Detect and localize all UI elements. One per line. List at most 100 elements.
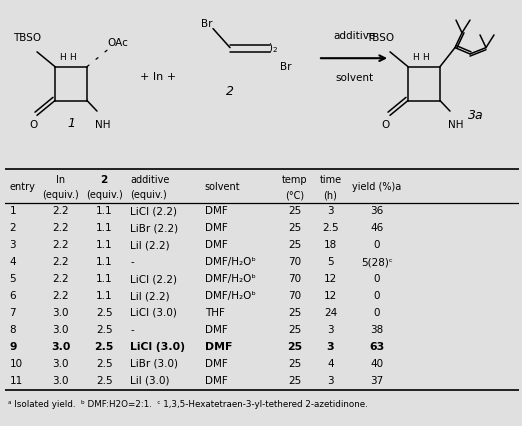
Text: DMF: DMF: [205, 359, 228, 369]
Text: 1.1: 1.1: [96, 274, 113, 284]
Text: + In +: + In +: [140, 72, 176, 82]
Text: 2: 2: [101, 175, 108, 184]
Text: 46: 46: [370, 223, 383, 233]
Text: 2.5: 2.5: [322, 223, 339, 233]
Text: 9: 9: [9, 342, 17, 352]
Text: solvent: solvent: [205, 182, 240, 193]
Text: 3: 3: [9, 240, 16, 250]
Text: 63: 63: [369, 342, 384, 352]
Text: LiBr (3.0): LiBr (3.0): [130, 359, 178, 369]
Text: 1.1: 1.1: [96, 206, 113, 216]
Text: 2.2: 2.2: [52, 240, 69, 250]
Text: DMF: DMF: [205, 325, 228, 335]
Text: LiCl (3.0): LiCl (3.0): [130, 342, 185, 352]
Text: 3: 3: [327, 342, 334, 352]
Text: 37: 37: [370, 376, 383, 386]
Text: 24: 24: [324, 308, 337, 318]
Text: H: H: [412, 53, 419, 63]
Text: ᵃ Isolated yield.  ᵇ DMF:H2O=2:1.  ᶜ 1,3,5-Hexatetraen-3-yl-tethered 2-azetidino: ᵃ Isolated yield. ᵇ DMF:H2O=2:1. ᶜ 1,3,5…: [8, 400, 367, 409]
Text: H: H: [422, 53, 429, 63]
Text: 2.2: 2.2: [52, 223, 69, 233]
Text: 25: 25: [288, 206, 301, 216]
Text: (°C): (°C): [285, 190, 304, 200]
Text: 25: 25: [287, 342, 302, 352]
Text: 10: 10: [9, 359, 22, 369]
Text: DMF: DMF: [205, 342, 232, 352]
Text: 3.0: 3.0: [52, 325, 69, 335]
Text: 3.0: 3.0: [52, 359, 69, 369]
Text: LiI (2.2): LiI (2.2): [130, 240, 170, 250]
Text: 3a: 3a: [468, 109, 483, 122]
Text: 5: 5: [327, 257, 334, 267]
Text: time: time: [319, 175, 341, 184]
Text: -: -: [130, 257, 134, 267]
Text: 0: 0: [373, 274, 380, 284]
Text: O: O: [382, 120, 390, 130]
Text: LiI (3.0): LiI (3.0): [130, 376, 170, 386]
Text: 2.2: 2.2: [52, 257, 69, 267]
Text: 3: 3: [327, 206, 334, 216]
Text: DMF/H₂Oᵇ: DMF/H₂Oᵇ: [205, 274, 256, 284]
Text: yield (%)a: yield (%)a: [352, 182, 401, 193]
Text: 1: 1: [67, 117, 75, 130]
Text: DMF: DMF: [205, 223, 228, 233]
Text: 25: 25: [288, 359, 301, 369]
Text: 70: 70: [288, 257, 301, 267]
Text: 2.5: 2.5: [96, 376, 113, 386]
Text: 0: 0: [373, 308, 380, 318]
Text: LiBr (2.2): LiBr (2.2): [130, 223, 179, 233]
Text: OAc: OAc: [107, 37, 128, 48]
Text: )$_2$: )$_2$: [268, 42, 278, 55]
Text: Br: Br: [280, 62, 291, 72]
Text: 2: 2: [9, 223, 16, 233]
Text: additive: additive: [130, 175, 170, 184]
Text: LiCl (2.2): LiCl (2.2): [130, 206, 177, 216]
Text: (equiv.): (equiv.): [42, 190, 79, 200]
Text: 25: 25: [288, 376, 301, 386]
Text: DMF: DMF: [205, 240, 228, 250]
Text: 6: 6: [9, 291, 16, 301]
Text: 36: 36: [370, 206, 383, 216]
Text: 4: 4: [327, 359, 334, 369]
Text: LiCl (3.0): LiCl (3.0): [130, 308, 177, 318]
Text: 25: 25: [288, 308, 301, 318]
Text: DMF: DMF: [205, 206, 228, 216]
Text: 1.1: 1.1: [96, 223, 113, 233]
Text: 1.1: 1.1: [96, 257, 113, 267]
Text: TBSO: TBSO: [366, 33, 394, 43]
Text: NH: NH: [448, 120, 464, 130]
Text: 12: 12: [324, 274, 337, 284]
Text: DMF/H₂Oᵇ: DMF/H₂Oᵇ: [205, 291, 256, 301]
Text: TBSO: TBSO: [13, 33, 41, 43]
Text: 2.2: 2.2: [52, 206, 69, 216]
Text: 0: 0: [373, 291, 380, 301]
Text: solvent: solvent: [335, 73, 373, 83]
Text: 12: 12: [324, 291, 337, 301]
Text: Br: Br: [201, 19, 213, 29]
Text: 2.5: 2.5: [96, 308, 113, 318]
Text: DMF: DMF: [205, 376, 228, 386]
Text: LiCl (2.2): LiCl (2.2): [130, 274, 177, 284]
Text: H: H: [69, 53, 76, 63]
Text: 3: 3: [327, 376, 334, 386]
Text: 3.0: 3.0: [51, 342, 70, 352]
Text: 1.1: 1.1: [96, 291, 113, 301]
Text: 11: 11: [9, 376, 22, 386]
Text: 25: 25: [288, 223, 301, 233]
Text: 38: 38: [370, 325, 383, 335]
Text: 25: 25: [288, 325, 301, 335]
Text: 5(28)ᶜ: 5(28)ᶜ: [361, 257, 393, 267]
Text: 3: 3: [327, 325, 334, 335]
Text: additive: additive: [333, 31, 375, 41]
Text: 2: 2: [226, 85, 234, 98]
Text: (equiv.): (equiv.): [130, 190, 167, 200]
Text: O: O: [29, 120, 37, 130]
Text: 1.1: 1.1: [96, 240, 113, 250]
Text: 8: 8: [9, 325, 16, 335]
Text: 1: 1: [9, 206, 16, 216]
Text: 18: 18: [324, 240, 337, 250]
Text: -: -: [130, 325, 134, 335]
Text: 2.5: 2.5: [96, 359, 113, 369]
Text: (equiv.): (equiv.): [86, 190, 123, 200]
Text: 2.5: 2.5: [94, 342, 114, 352]
